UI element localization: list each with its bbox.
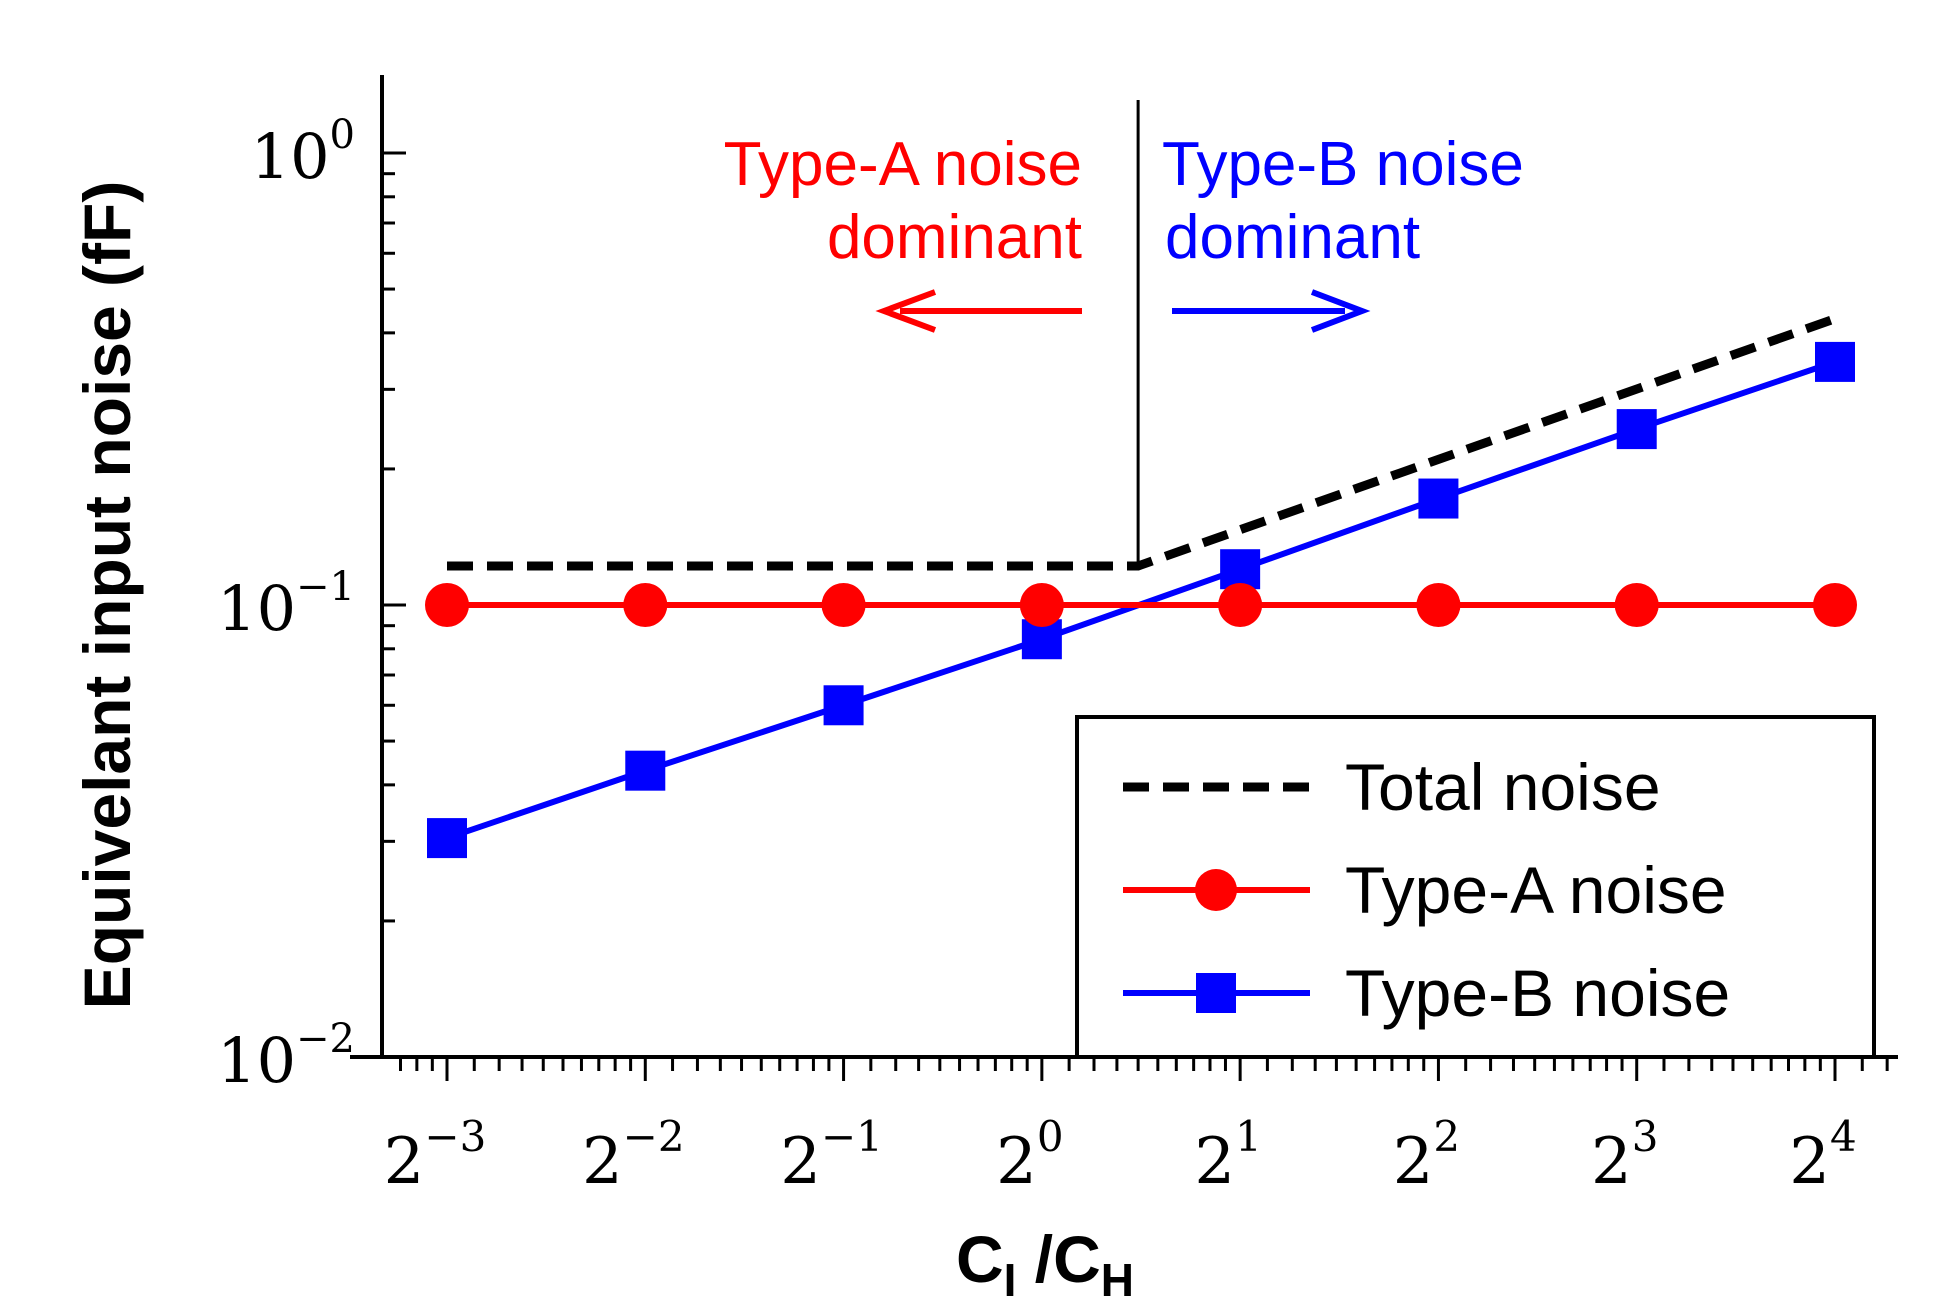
y-tick-label: 10−2 [217,1016,355,1097]
annotation-type-a: Type-A noise dominant [724,130,1082,333]
y-tick-labels: 10−2 10−1 100 [217,112,355,1097]
annotation-type-a-line1: Type-A noise [724,130,1082,199]
x-tick-label: 2−3 [384,1112,487,1199]
annotation-type-b: Type-B noise dominant [1162,130,1524,333]
data-point-square [1418,478,1459,519]
data-point-circle [1614,583,1659,627]
data-point-circle [1218,583,1263,627]
left-arrow-icon [875,289,937,333]
series-line [447,314,1837,571]
y-axis-title: Equivelant input noise (fF) [70,181,144,1010]
series-total-noise [447,314,1837,571]
annotation-type-a-line2: dominant [827,203,1082,272]
x-tick-label: 20 [996,1112,1063,1199]
legend-label-type-b: Type-B noise [1345,956,1730,1030]
data-point-square [1616,409,1657,450]
legend-label-total: Total noise [1345,750,1661,824]
x-tick-labels: 2−3 2−2 2−1 20 21 22 23 24 [384,1112,1857,1199]
legend-label-type-a: Type-A noise [1345,853,1727,927]
legend: Total noise Type-A noise Type-B noise [1075,715,1876,1059]
legend-marker-circle-icon [1195,869,1237,911]
legend-marker-square-icon [1196,973,1236,1013]
x-tick-label: 24 [1789,1112,1856,1199]
x-major-ticks [445,1057,1837,1081]
data-point-circle [1813,583,1857,627]
data-point-square [823,685,864,726]
x-tick-label: 2−1 [780,1112,883,1199]
x-tick-label: 2−2 [582,1112,685,1199]
x-minor-ticks [399,1057,1889,1071]
annotation-type-b-line2: dominant [1165,203,1420,272]
series-layer [425,314,1857,859]
y-tick-label: 10−1 [217,564,355,645]
series-type-a-noise [425,583,1857,627]
data-point-square [1220,549,1261,590]
x-axis-title: CI /CH [956,1222,1134,1306]
data-point-square [427,818,467,859]
y-ticks [382,151,406,1059]
data-point-circle [821,583,866,627]
x-tick-label: 22 [1393,1112,1460,1199]
data-point-circle [1019,583,1064,627]
right-arrow-icon [1310,289,1371,333]
data-point-circle [425,583,469,627]
annotation-type-b-line1: Type-B noise [1162,130,1524,199]
x-tick-label: 23 [1591,1112,1658,1199]
data-point-square [1815,341,1855,382]
data-point-circle [1416,583,1461,627]
data-point-square [625,750,666,791]
y-tick-label: 100 [251,112,355,193]
data-point-circle [623,583,668,627]
x-tick-label: 21 [1194,1112,1261,1199]
